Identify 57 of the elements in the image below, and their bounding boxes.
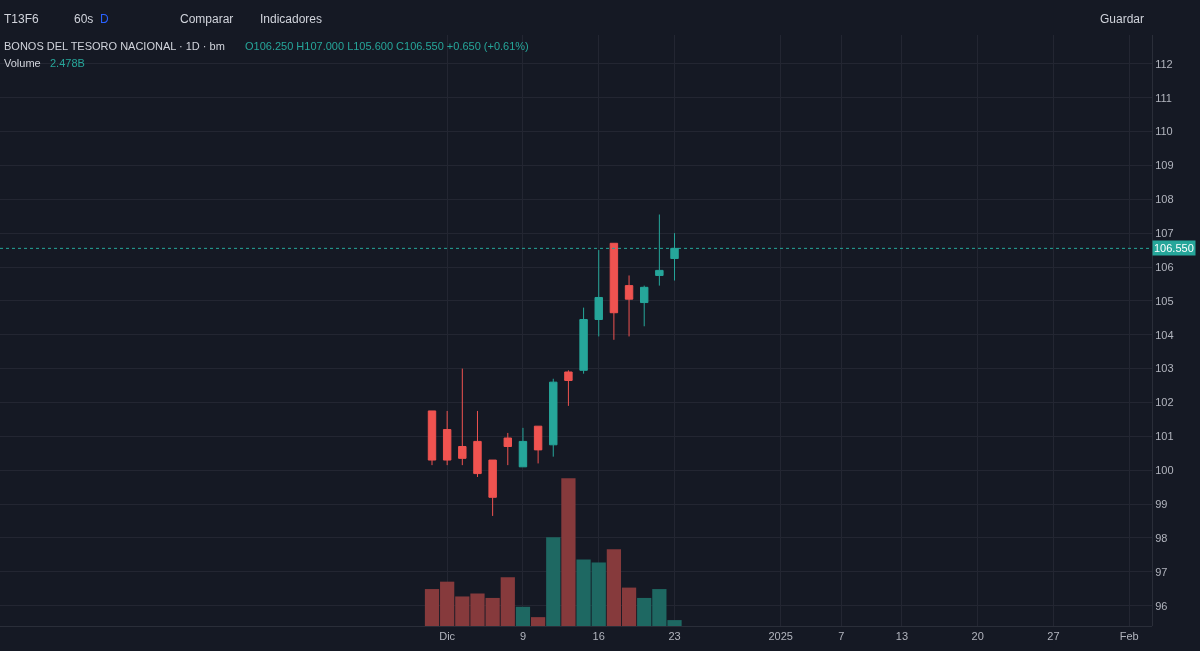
x-tick-label: 16 — [592, 630, 605, 643]
y-tick-label: 111 — [1155, 91, 1172, 104]
candlestick — [488, 459, 497, 517]
y-tick-label: 107 — [1155, 226, 1174, 239]
chart-title: BONOS DEL TESORO NACIONAL · 1D · bm — [4, 40, 225, 52]
x-tick-label: 7 — [838, 630, 845, 643]
y-tick-label: 103 — [1155, 362, 1174, 375]
candlestick — [458, 368, 467, 466]
x-tick-label: 2025 — [768, 630, 793, 643]
chart-subtitle: 2.478B — [50, 57, 85, 69]
candlestick — [579, 307, 588, 375]
y-tick-label: 97 — [1155, 565, 1168, 578]
candlestick — [427, 410, 437, 466]
y-tick-label: 106 — [1155, 260, 1174, 273]
candlestick — [503, 432, 512, 466]
candlestick — [594, 249, 603, 337]
y-tick-label: 101 — [1155, 430, 1174, 443]
x-tick-label: 13 — [895, 630, 909, 643]
text: Guardar — [1100, 12, 1145, 26]
bar — [561, 478, 576, 626]
y-tick-label: 102 — [1155, 396, 1174, 409]
y-tick-label: 98 — [1155, 531, 1168, 544]
chart-subtitle: O106.250 H107.000 L105.600 C106.550 +0.650 (+0.61%) — [245, 40, 529, 52]
y-tick-label: 109 — [1155, 159, 1174, 172]
ref-line-label: 106.550 — [1154, 242, 1194, 254]
y-tick-label: 99 — [1155, 497, 1168, 510]
y-tick-label: 110 — [1155, 125, 1173, 138]
candlestick — [473, 410, 482, 478]
x-tick-label: 23 — [668, 630, 681, 643]
candlestick — [533, 425, 543, 464]
x-tick-label: 20 — [971, 630, 984, 643]
text: Comparar — [180, 12, 234, 26]
candlestick — [564, 369, 573, 407]
x-tick-label: 27 — [1047, 630, 1060, 643]
candlestick — [518, 427, 528, 468]
candlestick — [609, 242, 619, 341]
y-tick-label: 100 — [1155, 464, 1174, 477]
bar — [546, 537, 561, 626]
x-tick-label: Feb — [1119, 630, 1139, 643]
text: Indicadores — [260, 12, 323, 26]
chart-title: Volume — [4, 57, 41, 69]
candlestick — [549, 378, 558, 458]
y-tick-label: 105 — [1155, 294, 1174, 307]
bar — [530, 617, 546, 626]
candlestick — [624, 274, 634, 337]
x-tick-label: 9 — [519, 630, 527, 643]
x-tick-label: Dic — [439, 630, 456, 643]
candlestick — [640, 285, 649, 327]
text: D — [100, 12, 109, 26]
y-tick-label: 96 — [1155, 599, 1168, 612]
y-tick-label: 104 — [1155, 328, 1174, 341]
bar — [515, 606, 531, 626]
y-tick-label: 112 — [1155, 57, 1173, 70]
text: T13F6 — [4, 12, 40, 26]
text: 60s — [74, 12, 94, 26]
candlestick — [442, 410, 452, 466]
y-tick-label: 108 — [1155, 193, 1174, 206]
